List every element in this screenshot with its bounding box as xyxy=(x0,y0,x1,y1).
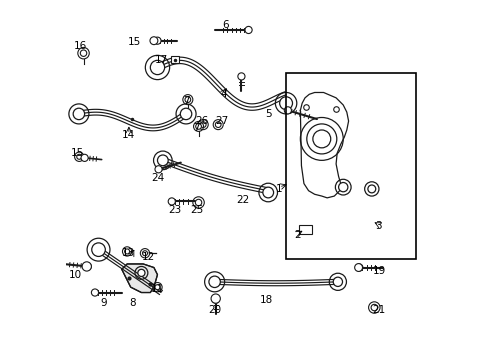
Text: 10: 10 xyxy=(69,270,82,280)
Text: 12: 12 xyxy=(142,252,155,262)
Circle shape xyxy=(92,289,98,296)
Circle shape xyxy=(245,26,252,33)
Circle shape xyxy=(124,249,130,254)
Circle shape xyxy=(211,294,220,303)
Text: 9: 9 xyxy=(100,298,107,308)
Bar xyxy=(286,73,416,258)
Circle shape xyxy=(356,264,363,271)
Circle shape xyxy=(155,285,160,290)
Text: 3: 3 xyxy=(376,221,382,231)
Circle shape xyxy=(81,154,88,161)
Polygon shape xyxy=(122,264,157,293)
Text: 27: 27 xyxy=(215,116,228,126)
Text: 15: 15 xyxy=(127,37,141,48)
Circle shape xyxy=(368,185,376,193)
Text: 21: 21 xyxy=(372,305,386,315)
Text: 22: 22 xyxy=(237,195,250,204)
Circle shape xyxy=(333,277,343,287)
Circle shape xyxy=(212,296,220,303)
Circle shape xyxy=(77,154,82,159)
Circle shape xyxy=(168,198,175,205)
Text: 20: 20 xyxy=(208,305,221,315)
Circle shape xyxy=(215,122,221,127)
Text: 24: 24 xyxy=(151,173,164,183)
Text: 26: 26 xyxy=(196,116,209,126)
Circle shape xyxy=(196,199,202,206)
Circle shape xyxy=(263,187,273,198)
Circle shape xyxy=(180,108,192,120)
Circle shape xyxy=(157,155,168,166)
Circle shape xyxy=(80,50,87,57)
Text: 2: 2 xyxy=(294,230,301,240)
Circle shape xyxy=(154,37,161,44)
Circle shape xyxy=(339,183,348,192)
Text: 15: 15 xyxy=(71,148,84,158)
Circle shape xyxy=(185,97,191,103)
Circle shape xyxy=(313,130,331,148)
Bar xyxy=(298,225,312,234)
Circle shape xyxy=(155,166,162,173)
Text: 19: 19 xyxy=(372,266,386,276)
Text: 1: 1 xyxy=(275,184,282,194)
Circle shape xyxy=(84,263,92,270)
Circle shape xyxy=(150,37,158,45)
Circle shape xyxy=(150,60,165,75)
Text: 6: 6 xyxy=(222,19,229,30)
Circle shape xyxy=(209,276,221,288)
Circle shape xyxy=(238,73,245,80)
Circle shape xyxy=(82,262,92,271)
Text: 11: 11 xyxy=(151,284,164,294)
Text: 23: 23 xyxy=(169,205,182,215)
Circle shape xyxy=(284,107,292,114)
Circle shape xyxy=(200,122,206,127)
Text: 5: 5 xyxy=(265,109,271,119)
Circle shape xyxy=(143,251,147,256)
Circle shape xyxy=(371,304,377,311)
Text: 7: 7 xyxy=(183,96,189,107)
Circle shape xyxy=(92,243,105,256)
Text: 4: 4 xyxy=(220,89,227,99)
Text: 14: 14 xyxy=(122,130,136,140)
Text: 25: 25 xyxy=(190,205,203,215)
Circle shape xyxy=(355,264,363,271)
Text: 16: 16 xyxy=(74,41,87,51)
Bar xyxy=(171,57,178,63)
Circle shape xyxy=(280,97,293,110)
Text: 8: 8 xyxy=(129,298,136,308)
Text: 17: 17 xyxy=(154,55,168,65)
Circle shape xyxy=(138,269,145,276)
Circle shape xyxy=(73,108,85,120)
Text: 13: 13 xyxy=(122,248,136,258)
Text: 7: 7 xyxy=(194,123,200,133)
Circle shape xyxy=(196,123,201,129)
Text: 18: 18 xyxy=(260,295,273,305)
